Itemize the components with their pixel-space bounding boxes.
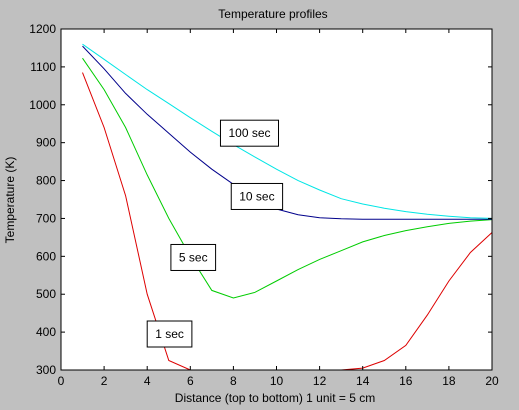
x-tick-label: 12 — [313, 374, 327, 388]
y-tick-label: 900 — [36, 136, 56, 150]
x-axis-label: Distance (top to bottom) 1 unit = 5 cm — [175, 391, 375, 405]
x-tick-label: 18 — [442, 374, 456, 388]
x-tick-label: 16 — [399, 374, 413, 388]
chart-title: Temperature profiles — [218, 7, 327, 21]
y-tick-label: 1100 — [30, 60, 56, 74]
annotation-10-sec: 10 sec — [230, 182, 284, 210]
x-tick-label: 4 — [144, 374, 151, 388]
x-tick-label: 14 — [356, 374, 370, 388]
x-tick-label: 8 — [230, 374, 237, 388]
annotation-label: 1 sec — [155, 327, 184, 341]
annotation-label: 10 sec — [239, 189, 274, 203]
y-tick-label: 600 — [36, 249, 56, 263]
series-line-5-sec — [82, 57, 493, 299]
annotation-box — [230, 182, 284, 210]
annotations-layer: 100 sec 10 sec 5 sec 1 sec — [146, 119, 284, 348]
series-line-100-sec — [82, 43, 493, 219]
series-line-10-sec — [82, 45, 492, 220]
y-tick-label: 1000 — [29, 98, 56, 112]
y-tick-label: 300 — [36, 363, 56, 377]
x-tick-label: 10 — [270, 374, 284, 388]
annotation-100-sec: 100 sec — [219, 119, 280, 147]
y-tick-label: 800 — [36, 174, 56, 188]
annotation-label: 100 sec — [228, 126, 270, 140]
y-tick-label: 400 — [36, 325, 56, 339]
annotation-5-sec: 5 sec — [170, 243, 217, 271]
ticks-layer: 0 2 4 6 8 10 12 14 16 18 20 300 400 500 600 700 800 900 10… — [29, 22, 499, 388]
x-tick-label: 20 — [485, 374, 499, 388]
x-tick-label: 0 — [58, 374, 65, 388]
y-tick-label: 700 — [36, 211, 56, 225]
annotation-1-sec: 1 sec — [146, 320, 193, 348]
annotation-box — [146, 320, 193, 348]
annotation-box — [170, 243, 217, 271]
annotation-label: 5 sec — [179, 250, 208, 264]
y-tick-label: 1200 — [29, 22, 56, 36]
annotation-box — [219, 119, 280, 147]
y-tick-label: 500 — [36, 287, 56, 301]
x-tick-label: 6 — [187, 374, 194, 388]
y-axis-label: Temperature (K) — [3, 157, 17, 244]
x-tick-label: 2 — [101, 374, 108, 388]
